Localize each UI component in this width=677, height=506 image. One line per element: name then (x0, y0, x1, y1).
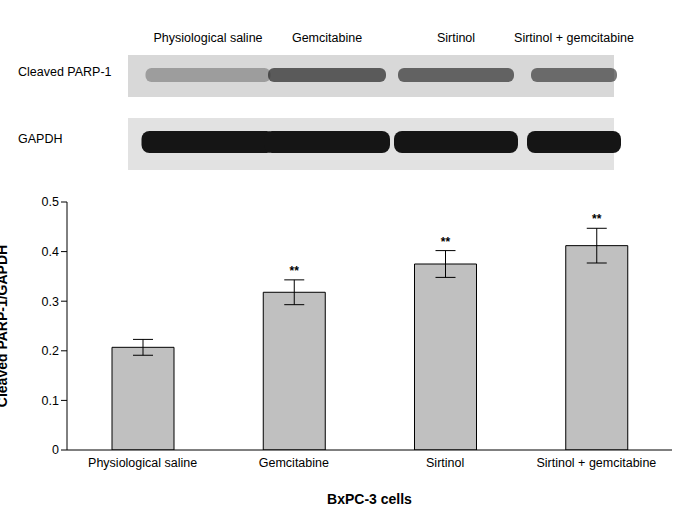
svg-text:0.3: 0.3 (42, 295, 59, 309)
svg-text:BxPC-3 cells: BxPC-3 cells (327, 491, 412, 506)
svg-text:Cleaved PARP-1: Cleaved PARP-1 (18, 65, 112, 79)
svg-text:Sirtinol: Sirtinol (426, 456, 464, 470)
svg-text:**: ** (290, 264, 300, 278)
svg-text:Sirtinol + gemcitabine: Sirtinol + gemcitabine (536, 456, 656, 470)
svg-text:Cleaved PARP-1/GAPDH: Cleaved PARP-1/GAPDH (8, 245, 10, 407)
svg-text:Physiological saline: Physiological saline (88, 456, 197, 470)
svg-text:**: ** (592, 212, 602, 226)
svg-text:Sirtinol + gemcitabine: Sirtinol + gemcitabine (514, 31, 634, 45)
svg-text:0.1: 0.1 (42, 394, 59, 408)
svg-text:0.2: 0.2 (42, 344, 59, 358)
svg-text:0.4: 0.4 (42, 245, 59, 259)
svg-text:Gemcitabine: Gemcitabine (259, 456, 329, 470)
svg-text:0: 0 (52, 443, 59, 457)
svg-text:**: ** (441, 235, 451, 249)
svg-text:GAPDH: GAPDH (18, 132, 62, 146)
svg-text:Sirtinol: Sirtinol (437, 31, 475, 45)
svg-text:Gemcitabine: Gemcitabine (292, 31, 362, 45)
svg-text:0.5: 0.5 (42, 195, 59, 209)
svg-text:Physiological saline: Physiological saline (153, 31, 262, 45)
